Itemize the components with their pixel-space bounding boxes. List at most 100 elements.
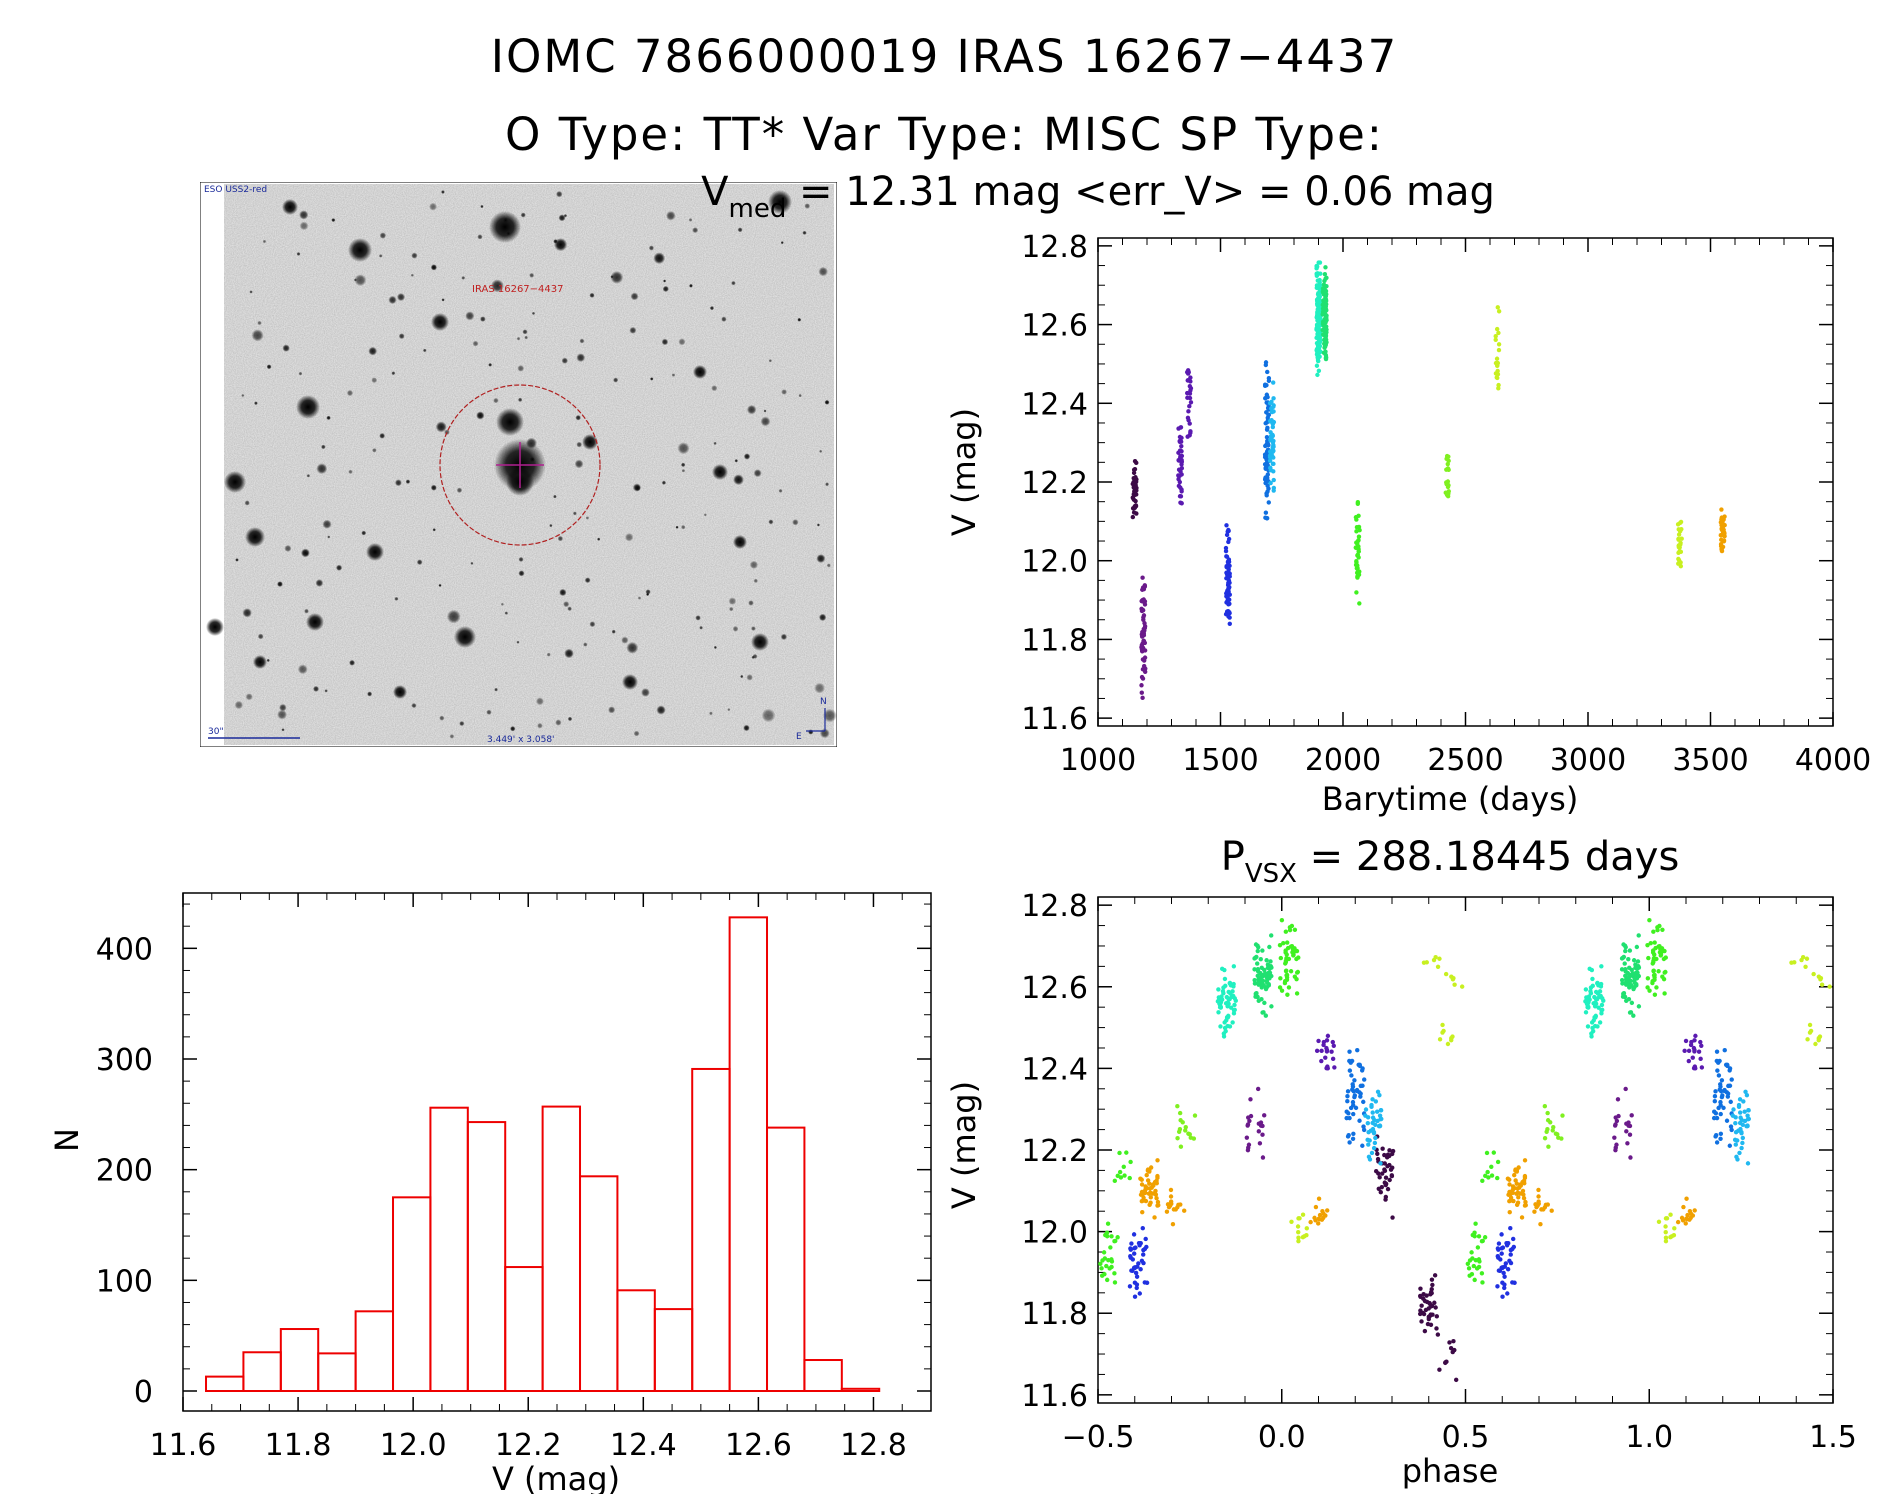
star: [429, 202, 437, 211]
phase-curve-point: [1365, 1120, 1371, 1126]
light-curve-point: [1676, 527, 1681, 532]
light-curve-point: [1270, 421, 1276, 427]
phase-curve-point: [1692, 1047, 1697, 1053]
light-curve-point: [1323, 355, 1329, 361]
phase-curve-point: [1138, 1192, 1144, 1197]
light-curve-point: [1139, 606, 1144, 611]
phase-curve-point: [1419, 1303, 1424, 1308]
star: [430, 264, 438, 271]
phase-curve-point: [1221, 985, 1226, 990]
phase-curve-point: [1104, 1277, 1110, 1283]
star: [692, 227, 699, 234]
light-curve-point: [1226, 586, 1231, 592]
light-curve-point: [1264, 392, 1270, 397]
light-curve-point: [1185, 371, 1191, 376]
phase-curve-point: [1522, 1158, 1528, 1163]
star: [662, 285, 669, 293]
phase-curve-point: [1294, 948, 1299, 954]
phase-curve-point: [1441, 1028, 1446, 1034]
phase-curve-point: [1431, 957, 1437, 963]
star: [262, 239, 267, 244]
light-curve-point: [1718, 520, 1724, 525]
phase-curve-point: [1476, 1257, 1482, 1262]
phase-curve-point: [1592, 1023, 1598, 1029]
phase-curve-point: [1497, 1268, 1503, 1274]
phase-curve-point: [1803, 964, 1808, 969]
light-curve-point: [1178, 500, 1183, 505]
y-tick-label: 12.6: [1021, 971, 1088, 1006]
phase-curve-point: [1745, 1113, 1750, 1118]
histogram-bar: [392, 1196, 432, 1393]
light-curve-point: [1355, 563, 1360, 568]
phase-curve-point: [1387, 1148, 1392, 1153]
star: [563, 601, 570, 608]
light-curve-point: [1317, 283, 1323, 288]
light-curve-point: [1225, 576, 1231, 581]
phase-curve-point: [1320, 1208, 1325, 1214]
phase-curve-point: [1595, 980, 1600, 986]
star: [677, 442, 690, 455]
light-curve-point: [1323, 320, 1328, 325]
phase-curve-point: [1534, 1204, 1539, 1210]
phase-curve-point: [1745, 1123, 1750, 1129]
light-curve-point: [1316, 260, 1321, 265]
phase-curve-point: [1736, 1104, 1742, 1109]
phase-curve-point: [1623, 1086, 1628, 1092]
light-curve-point: [1320, 289, 1326, 295]
phase-curve-point: [1376, 1159, 1381, 1164]
light-curve-point: [1315, 310, 1321, 315]
phase-curve-point: [1118, 1175, 1124, 1180]
star: [435, 421, 447, 433]
light-curve-point: [1316, 358, 1321, 364]
phase-curve-point: [1688, 1211, 1694, 1217]
phase-curve-point: [1645, 976, 1651, 981]
phase-curve-point: [1535, 1203, 1540, 1208]
light-curve-point: [1185, 395, 1190, 400]
phase-curve-point: [1687, 1217, 1692, 1222]
phase-curve-point: [1138, 1241, 1143, 1246]
light-curve-point: [1266, 402, 1271, 407]
star: [284, 544, 292, 552]
phase-curve-point: [1219, 997, 1225, 1002]
light-curve-point: [1317, 305, 1323, 310]
star: [546, 652, 551, 657]
phase-curve-point: [1631, 986, 1636, 992]
phase-curve-point: [1139, 1199, 1145, 1204]
phase-curve-point: [1282, 980, 1288, 986]
phase-curve-point: [1316, 1221, 1321, 1226]
phase-curve-point: [1134, 1274, 1140, 1279]
phase-curve-point: [1506, 1241, 1511, 1246]
light-curve-point: [1184, 369, 1190, 375]
phase-curve-point: [1508, 1247, 1514, 1253]
light-curve-point: [1131, 497, 1137, 502]
phase-curve-point: [1330, 1056, 1336, 1062]
phase-curve-point: [1353, 1105, 1359, 1111]
phase-curve-point: [1626, 997, 1632, 1002]
phase-curve-point: [1290, 946, 1296, 952]
light-curve-point: [1141, 663, 1147, 669]
light-curve-point: [1445, 493, 1451, 499]
light-curve-title-rest: = 12.31 mag <err_V> = 0.06 mag: [786, 169, 1495, 215]
phase-curve-point: [1223, 1028, 1228, 1034]
phase-curve-point: [1350, 1082, 1355, 1087]
light-curve-point: [1323, 308, 1329, 313]
survey-label: ESO USS2-red: [204, 185, 267, 195]
phase-curve-point: [1428, 1304, 1434, 1309]
phase-curve-point: [1539, 1207, 1544, 1212]
histogram-bar: [840, 1387, 881, 1392]
phase-curve-point: [1375, 1089, 1381, 1095]
star: [681, 469, 686, 473]
phase-curve-point: [1248, 1097, 1253, 1102]
phase-curve-point: [1650, 978, 1655, 984]
phase-curve-point: [1137, 1291, 1142, 1296]
phase-curve-point: [1518, 1191, 1523, 1196]
phase-curve-point: [1511, 1244, 1517, 1250]
light-curve-point: [1225, 560, 1231, 565]
phase-curve-point: [1652, 940, 1657, 945]
light-curve-point: [1133, 503, 1139, 508]
phase-curve-point: [1623, 982, 1629, 987]
phase-curve-point: [1367, 1157, 1373, 1162]
phase-curve-point: [1245, 1123, 1250, 1128]
star: [461, 276, 466, 280]
phase-curve-point: [1625, 1141, 1630, 1146]
